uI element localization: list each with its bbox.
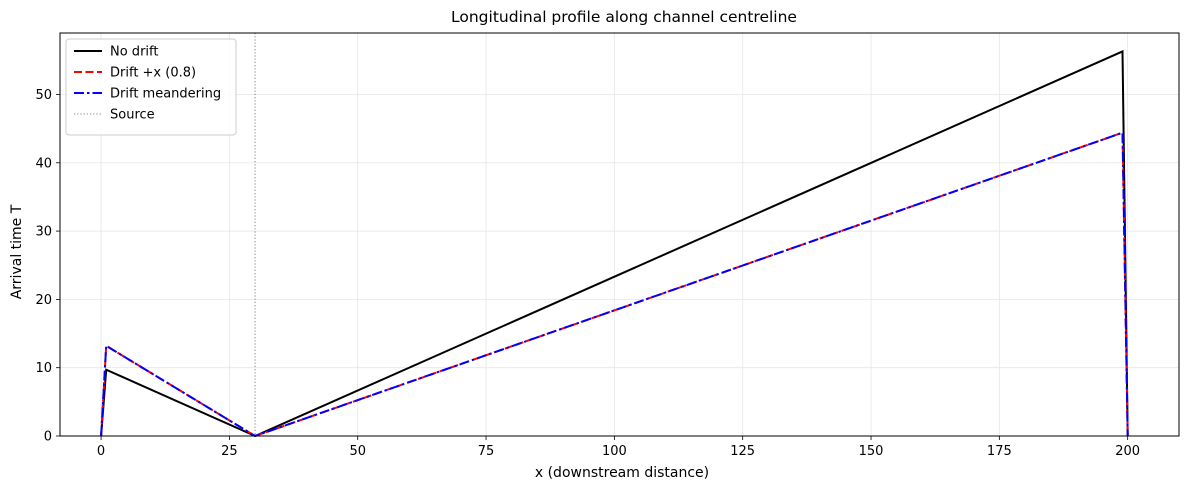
y-axis-ticks: 0 10 20 30 40 50 <box>35 88 60 445</box>
x-tick-label: 50 <box>349 444 366 459</box>
x-tick-label: 100 <box>602 444 627 459</box>
x-tick-label: 200 <box>1115 444 1140 459</box>
x-tick-label: 75 <box>478 444 495 459</box>
legend: No drift Drift +x (0.8) Drift meandering So… <box>65 38 237 136</box>
chart-title: Longitudinal profile along channel centr… <box>451 8 797 26</box>
x-axis-label: x (downstream distance) <box>535 465 709 481</box>
x-axis-ticks: 0 25 50 75 100 125 150 175 200 <box>97 436 1140 459</box>
legend-label: No drift <box>110 45 158 60</box>
plot-area <box>60 33 1179 436</box>
x-tick-label: 150 <box>859 444 884 459</box>
y-tick-label: 20 <box>35 293 52 308</box>
y-tick-label: 40 <box>35 156 52 171</box>
y-tick-label: 0 <box>44 430 52 445</box>
x-tick-label: 125 <box>730 444 755 459</box>
x-tick-label: 175 <box>987 444 1012 459</box>
y-tick-label: 50 <box>35 88 52 103</box>
x-tick-label: 25 <box>221 444 238 459</box>
plot-frame <box>59 32 1180 437</box>
x-tick-label: 0 <box>97 444 105 459</box>
legend-label: Source <box>110 108 155 123</box>
legend-label: Drift meandering <box>110 87 221 102</box>
y-tick-label: 30 <box>35 225 52 240</box>
legend-label: Drift +x (0.8) <box>110 66 196 81</box>
y-axis-label: Arrival time T <box>9 204 25 299</box>
legend-box <box>65 38 237 136</box>
y-tick-label: 10 <box>35 361 52 376</box>
